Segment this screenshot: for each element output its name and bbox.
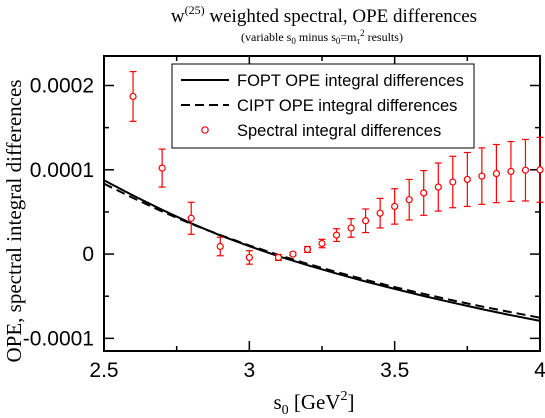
marker — [391, 202, 399, 211]
marker — [463, 175, 471, 184]
marker — [449, 178, 457, 186]
marker — [362, 217, 370, 225]
legend-label-cipt: CIPT OPE integral differences — [237, 97, 457, 115]
marker — [216, 242, 224, 251]
y-tick-label: 0.0001 — [30, 159, 94, 182]
legend: FOPT OPE integral differences CIPT OPE i… — [171, 63, 475, 149]
spectral-point — [391, 188, 399, 225]
spectral-point — [536, 136, 544, 203]
legend-box — [171, 63, 475, 149]
chart-subtitle: (variable s0 minus s0=mτ2 results) — [241, 28, 403, 46]
spectral-point — [376, 197, 384, 229]
spectral-point — [347, 218, 355, 238]
spectral-point — [463, 151, 471, 208]
spectral-point — [478, 147, 486, 205]
x-tick-label: 2.5 — [89, 359, 118, 382]
marker — [187, 214, 195, 222]
series-lines — [103, 179, 541, 322]
spectral-point — [289, 250, 297, 258]
marker — [420, 189, 428, 197]
marker — [434, 183, 442, 191]
chart-title: w(25) weighted spectral, OPE differences — [171, 3, 477, 27]
y-tick-label: 0.0002 — [30, 75, 94, 98]
marker — [274, 253, 282, 262]
marker — [289, 250, 297, 258]
marker — [376, 209, 384, 217]
spectral-point — [492, 143, 500, 204]
marker — [303, 245, 312, 254]
x-tick-label: 4 — [534, 359, 545, 382]
spectral-point — [318, 238, 326, 249]
spectral-point — [216, 236, 224, 257]
spectral-point — [158, 148, 166, 188]
spectral-point — [303, 245, 312, 254]
marker — [405, 196, 413, 204]
marker — [478, 172, 486, 180]
x-tick-label: 3.5 — [380, 359, 409, 382]
y-axis-label: OPE, spectral integral differences — [2, 80, 26, 363]
x-tick-label: 3 — [243, 359, 255, 382]
marker — [158, 164, 166, 172]
spectral-points — [129, 70, 544, 265]
marker — [332, 231, 341, 239]
marker — [245, 253, 253, 262]
spectral-point — [187, 201, 195, 235]
marker — [507, 167, 515, 176]
y-tick-label: -0.0001 — [23, 327, 94, 350]
spectral-point — [420, 170, 428, 216]
x-axis-label: s0 [GeV2] — [273, 389, 354, 418]
marker — [347, 224, 355, 232]
spectral-point — [129, 70, 137, 122]
fopt-curve — [103, 179, 541, 322]
marker — [318, 239, 326, 248]
spectral-point — [507, 140, 515, 202]
spectral-point — [521, 138, 530, 202]
y-tick-label: 0 — [82, 243, 94, 266]
marker — [536, 166, 544, 174]
legend-label-spectral: Spectral integral differences — [237, 122, 441, 140]
spectral-point — [434, 162, 442, 212]
marker — [129, 92, 137, 101]
spectral-point — [362, 208, 370, 234]
spectral-point — [245, 250, 253, 265]
cipt-curve — [103, 182, 541, 319]
marker — [521, 166, 530, 174]
marker — [492, 169, 500, 178]
legend-swatch-spectral — [201, 126, 209, 134]
axis-ticks: 2.5 3 3.5 4 -0.0001 0 0.0001 0.0002 — [23, 56, 545, 382]
spectral-point — [449, 155, 457, 209]
spectral-point — [332, 228, 341, 243]
spectral-point — [405, 178, 413, 221]
spectral-point — [274, 253, 282, 262]
legend-label-fopt: FOPT OPE integral differences — [237, 72, 464, 90]
